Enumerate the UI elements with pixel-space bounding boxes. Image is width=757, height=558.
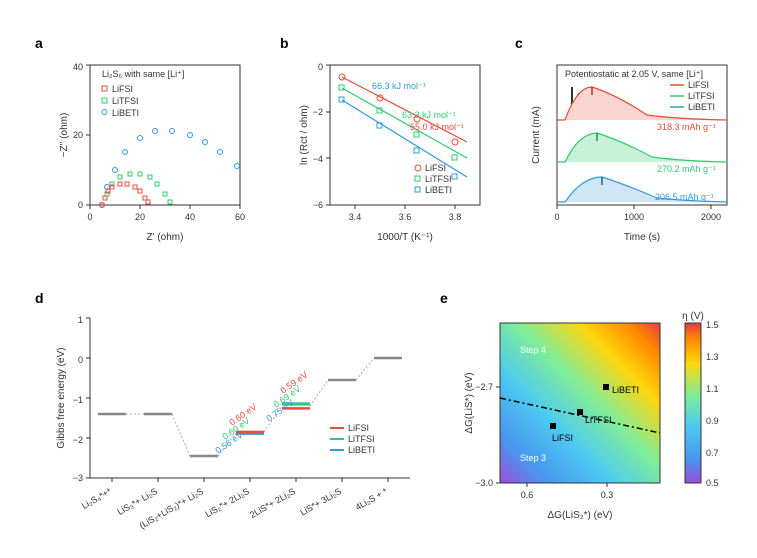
svg-text:−6: −6 xyxy=(313,200,323,210)
svg-text:−2: −2 xyxy=(313,107,323,117)
svg-text:3.4: 3.4 xyxy=(349,212,362,222)
step4-label: Step 4 xyxy=(520,345,546,355)
svg-text:0.5: 0.5 xyxy=(706,478,719,488)
svg-text:0: 0 xyxy=(554,212,559,222)
svg-text:LiFSI: LiFSI xyxy=(688,80,709,90)
svg-text:1000: 1000 xyxy=(624,212,644,222)
panel-b-legend: LiFSI LiTFSI LiBETI xyxy=(415,163,452,195)
svg-text:0.6: 0.6 xyxy=(521,490,534,500)
svg-text:LiFSI: LiFSI xyxy=(348,423,369,433)
svg-text:3.8: 3.8 xyxy=(449,212,462,222)
svg-text:0: 0 xyxy=(87,212,92,222)
svg-text:LiTFSI: LiTFSI xyxy=(688,91,715,101)
panel-a-legend: LiFSI LiTFSI LiBETI xyxy=(102,84,139,118)
annot-litfsi-cap: 270.2 mAh g⁻¹ xyxy=(657,164,716,174)
svg-text:Li₂S₄*+*: Li₂S₄*+* xyxy=(80,486,114,511)
panel-e: LiFSI LiTFSI LiBETI Step 4 Step 3 0.6 0.… xyxy=(460,308,745,538)
nyquist-plot: 0 20 40 60 0 20 40 Li₂S₆ with same [Li⁺]… xyxy=(55,55,255,245)
svg-text:−3: −3 xyxy=(73,473,83,483)
annot-lifsi-cap: 318.3 mAh g⁻¹ xyxy=(657,122,716,132)
panel-e-label: e xyxy=(440,290,448,306)
panel-a: 0 20 40 60 0 20 40 Li₂S₆ with same [Li⁺]… xyxy=(55,55,255,245)
svg-text:1.5: 1.5 xyxy=(706,320,719,330)
panel-d-ylabel: Gibbs free energy (eV) xyxy=(56,347,67,448)
svg-text:LiFSI: LiFSI xyxy=(425,163,446,173)
svg-text:0.3: 0.3 xyxy=(601,490,614,500)
svg-text:LiBETI: LiBETI xyxy=(425,185,452,195)
heatmap-plot: LiFSI LiTFSI LiBETI Step 4 Step 3 0.6 0.… xyxy=(460,308,745,538)
svg-text:LiBETI: LiBETI xyxy=(112,108,139,118)
svg-text:0: 0 xyxy=(78,355,83,365)
panel-a-xlabel: Z' (ohm) xyxy=(147,232,184,243)
annot-litfsi-ea: 63.3 kJ mol⁻¹ xyxy=(402,110,456,120)
panel-b-ylabel: ln (Rct / ohm) xyxy=(299,105,310,165)
svg-text:−2.7: −2.7 xyxy=(475,382,493,392)
svg-text:−1: −1 xyxy=(73,395,83,405)
svg-text:LiS₃*+ Li₂S: LiS₃*+ Li₂S xyxy=(116,486,159,517)
svg-text:LiBETI: LiBETI xyxy=(688,102,715,112)
svg-text:20: 20 xyxy=(73,130,83,140)
panel-d-legend: LiFSI LiTFSI LiBETI xyxy=(330,423,375,455)
svg-text:40: 40 xyxy=(73,62,83,72)
annot-libeti-ea: 66.3 kJ mol⁻¹ xyxy=(372,81,426,91)
svg-text:0.7: 0.7 xyxy=(706,448,719,458)
svg-text:2000: 2000 xyxy=(701,212,721,222)
panel-c: 0 1000 2000 Potentiostatic at 2.05 V, sa… xyxy=(527,55,742,245)
panel-a-label: a xyxy=(35,35,43,51)
panel-e-ylabel: ΔG(LiS*) (eV) xyxy=(464,372,475,433)
panel-c-legend: LiFSI LiTFSI LiBETI xyxy=(670,80,715,112)
svg-text:60: 60 xyxy=(235,212,245,222)
svg-text:40: 40 xyxy=(185,212,195,222)
svg-text:0: 0 xyxy=(78,200,83,210)
svg-text:20: 20 xyxy=(135,212,145,222)
arrhenius-plot: 3.4 3.6 3.8 0 −2 −4 −6 66.3 kJ mol⁻¹ 63.… xyxy=(295,55,495,245)
panel-b: 3.4 3.6 3.8 0 −2 −4 −6 66.3 kJ mol⁻¹ 63.… xyxy=(295,55,495,245)
current-time-plot: 0 1000 2000 Potentiostatic at 2.05 V, sa… xyxy=(527,55,742,245)
svg-text:LiS*+ 3Li₂S: LiS*+ 3Li₂S xyxy=(298,486,343,518)
panel-c-xlabel: Time (s) xyxy=(624,232,660,243)
panel-a-title: Li₂S₆ with same [Li⁺] xyxy=(102,69,184,79)
svg-text:1.3: 1.3 xyxy=(706,352,719,362)
annot-lifsi-ea: 55.0 kJ mol⁻¹ xyxy=(410,122,464,132)
annot-libeti-cap: 206.5 mAh g⁻¹ xyxy=(655,192,714,202)
panel-c-ylabel: Current (mA) xyxy=(531,106,542,164)
svg-text:LiTFSI: LiTFSI xyxy=(425,174,452,184)
svg-text:LiS₂*+ 2Li₂S: LiS₂*+ 2Li₂S xyxy=(203,486,251,519)
panel-c-title: Potentiostatic at 2.05 V, same [Li⁺] xyxy=(565,69,703,79)
svg-text:LiFSI: LiFSI xyxy=(112,84,133,94)
panel-a-ylabel: −Z'' (ohm) xyxy=(59,113,70,158)
panel-e-xlabel: ΔG(LiS₂*) (eV) xyxy=(547,510,612,521)
svg-text:1.1: 1.1 xyxy=(706,384,719,394)
panel-d: 1 0 −1 −2 −3 xyxy=(50,308,430,548)
svg-text:−3.0: −3.0 xyxy=(475,478,493,488)
svg-text:−2: −2 xyxy=(73,435,83,445)
svg-text:LiBETI: LiBETI xyxy=(348,445,375,455)
svg-text:LiTFSI: LiTFSI xyxy=(348,434,375,444)
step3-label: Step 3 xyxy=(520,453,546,463)
colorbar-label: η (V) xyxy=(682,311,704,322)
svg-text:LiFSI: LiFSI xyxy=(552,433,573,443)
panel-d-label: d xyxy=(35,290,44,306)
panel-b-xlabel: 1000/T (K⁻¹) xyxy=(377,232,433,243)
svg-text:−4: −4 xyxy=(313,154,323,164)
svg-text:1: 1 xyxy=(78,315,83,325)
gibbs-energy-plot: 1 0 −1 −2 −3 xyxy=(50,308,430,548)
svg-text:3.6: 3.6 xyxy=(399,212,412,222)
svg-text:0.9: 0.9 xyxy=(706,416,719,426)
panel-b-label: b xyxy=(280,35,289,51)
svg-text:0: 0 xyxy=(318,62,323,72)
svg-text:LiTFSI: LiTFSI xyxy=(585,415,612,425)
panel-c-label: c xyxy=(515,35,523,51)
svg-text:LiBETI: LiBETI xyxy=(612,385,639,395)
svg-text:2LiS*+ 2Li₂S: 2LiS*+ 2Li₂S xyxy=(248,486,297,520)
svg-text:4Li₂S + *: 4Li₂S + * xyxy=(353,486,389,513)
svg-text:LiTFSI: LiTFSI xyxy=(112,96,139,106)
